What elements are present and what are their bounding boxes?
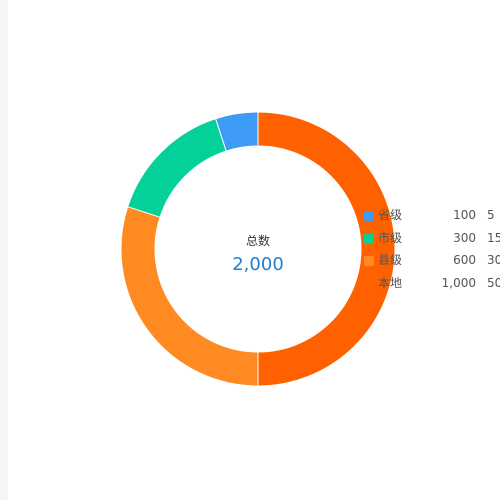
legend-name: 省级 xyxy=(378,208,403,222)
slice-provincial[interactable] xyxy=(215,111,259,152)
slice-local[interactable] xyxy=(257,111,396,387)
legend-item-county[interactable]: 县级 600 30 xyxy=(364,252,500,275)
legend-percent: 15 xyxy=(487,230,500,245)
legend-value: 600 xyxy=(453,253,476,267)
legend-value: 300 xyxy=(453,230,476,245)
legend-item-city[interactable]: 市级 300 15 xyxy=(364,230,500,253)
legend-value: 1,000 xyxy=(441,275,476,290)
slice-city[interactable] xyxy=(127,118,227,218)
donut-center-value: 2,000 xyxy=(232,254,284,275)
legend-name: 县级 xyxy=(378,253,403,267)
left-edge-strip xyxy=(0,0,8,500)
legend-item-provincial[interactable]: 省级 100 5 xyxy=(364,207,500,230)
legend-swatch xyxy=(364,211,374,221)
legend-value: 100 xyxy=(453,208,476,222)
legend-name: 市级 xyxy=(378,230,403,245)
legend-swatch xyxy=(364,233,374,244)
legend-percent: 50 xyxy=(487,275,500,290)
legend-name: 本地 xyxy=(378,275,403,290)
donut-center-label: 总数 xyxy=(245,234,270,248)
legend-percent: 5 xyxy=(487,208,495,222)
legend-item-local[interactable]: 本地 1,000 50 xyxy=(364,275,500,298)
legend-swatch xyxy=(364,256,374,266)
chart-legend: 省级 100 5 市级 300 15 县级 600 30 本地 1,000 50 xyxy=(364,207,500,297)
legend-percent: 30 xyxy=(487,253,500,267)
legend-swatch xyxy=(364,278,374,289)
